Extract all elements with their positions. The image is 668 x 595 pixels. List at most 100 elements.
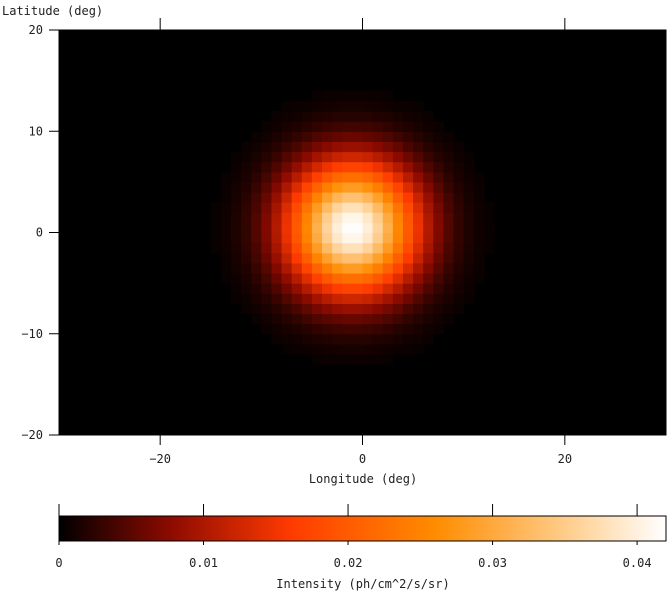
map-pixel	[291, 151, 303, 163]
map-pixel	[453, 151, 465, 163]
map-pixel	[230, 202, 242, 213]
map-pixel	[342, 171, 353, 183]
map-pixel	[291, 111, 303, 122]
map-pixel	[322, 333, 333, 345]
map-pixel	[271, 283, 283, 294]
map-pixel	[433, 283, 445, 294]
map-pixel	[392, 232, 404, 244]
map-pixel	[342, 192, 353, 203]
map-pixel	[382, 262, 394, 274]
map-pixel	[402, 222, 414, 234]
map-pixel	[443, 252, 455, 264]
map-pixel	[301, 121, 313, 132]
map-pixel	[362, 313, 374, 325]
map-pixel	[453, 141, 465, 153]
map-pixel	[352, 262, 364, 274]
map-pixel	[241, 212, 252, 223]
map-pixel	[382, 343, 394, 355]
map-pixel	[423, 303, 434, 315]
map-pixel	[251, 212, 262, 223]
map-pixel	[342, 283, 353, 294]
map-pixel	[291, 181, 303, 193]
map-pixel	[322, 141, 333, 153]
map-pixel	[261, 313, 273, 325]
map-pixel	[453, 262, 465, 274]
map-pixel	[291, 303, 303, 315]
map-pixel	[230, 222, 242, 234]
map-pixel	[210, 212, 222, 223]
map-pixel	[413, 333, 424, 345]
map-pixel	[443, 242, 455, 254]
map-pixel	[392, 313, 404, 325]
map-pixel	[301, 333, 313, 345]
map-pixel	[220, 262, 232, 274]
map-pixel	[423, 171, 434, 183]
map-pixel	[463, 171, 475, 183]
map-pixel	[261, 121, 273, 132]
map-pixel	[382, 323, 394, 335]
map-pixel	[281, 100, 293, 112]
map-pixel	[392, 273, 404, 284]
map-pixel	[332, 192, 343, 203]
map-pixel	[463, 273, 475, 284]
map-pixel	[423, 273, 434, 284]
map-pixel	[453, 181, 465, 193]
map-pixel	[291, 283, 303, 294]
map-pixel	[241, 171, 252, 183]
map-pixel	[463, 212, 475, 223]
map-pixel	[281, 192, 293, 203]
map-pixel	[402, 242, 414, 254]
map-pixel	[443, 171, 455, 183]
map-pixel	[463, 181, 475, 193]
map-pixel	[362, 262, 374, 274]
map-pixel	[402, 232, 414, 244]
map-pixel	[423, 232, 434, 244]
map-pixel	[443, 181, 455, 193]
map-pixel	[230, 283, 242, 294]
map-pixel	[352, 192, 364, 203]
map-pixel	[463, 232, 475, 244]
map-pixel	[382, 212, 394, 223]
map-pixel	[271, 303, 283, 315]
map-pixel	[271, 293, 283, 304]
map-pixel	[322, 252, 333, 264]
map-pixel	[251, 242, 262, 254]
map-pixel	[352, 131, 364, 142]
map-pixel	[423, 192, 434, 203]
map-pixel	[271, 323, 283, 335]
y-tick-label: 0	[36, 226, 43, 240]
map-pixel	[322, 222, 333, 234]
map-pixel	[413, 141, 424, 153]
colorbar-tick-label: 0.01	[189, 556, 218, 570]
map-pixel	[392, 262, 404, 274]
map-pixel	[423, 252, 434, 264]
map-pixel	[372, 232, 384, 244]
map-pixel	[352, 343, 364, 355]
map-pixel	[402, 252, 414, 264]
map-pixel	[291, 262, 303, 274]
map-pixel	[281, 151, 293, 163]
map-pixel	[352, 212, 364, 223]
map-pixel	[241, 283, 252, 294]
map-pixel	[342, 151, 353, 163]
map-pixel	[453, 242, 465, 254]
map-pixel	[301, 343, 313, 355]
map-pixel	[443, 293, 455, 304]
map-pixel	[332, 262, 343, 274]
map-pixel	[241, 151, 252, 163]
map-pixel	[382, 303, 394, 315]
map-pixel	[433, 232, 445, 244]
map-pixel	[433, 151, 445, 163]
map-pixel	[453, 273, 465, 284]
map-pixel	[311, 303, 323, 315]
map-pixel	[241, 232, 252, 244]
map-pixel	[413, 283, 424, 294]
map-pixel	[433, 222, 445, 234]
map-pixel	[342, 273, 353, 284]
map-pixel	[413, 161, 424, 173]
map-pixel	[382, 100, 394, 112]
map-pixel	[332, 343, 343, 355]
map-pixel	[210, 202, 222, 213]
map-pixel	[332, 131, 343, 142]
map-pixel	[301, 293, 313, 304]
